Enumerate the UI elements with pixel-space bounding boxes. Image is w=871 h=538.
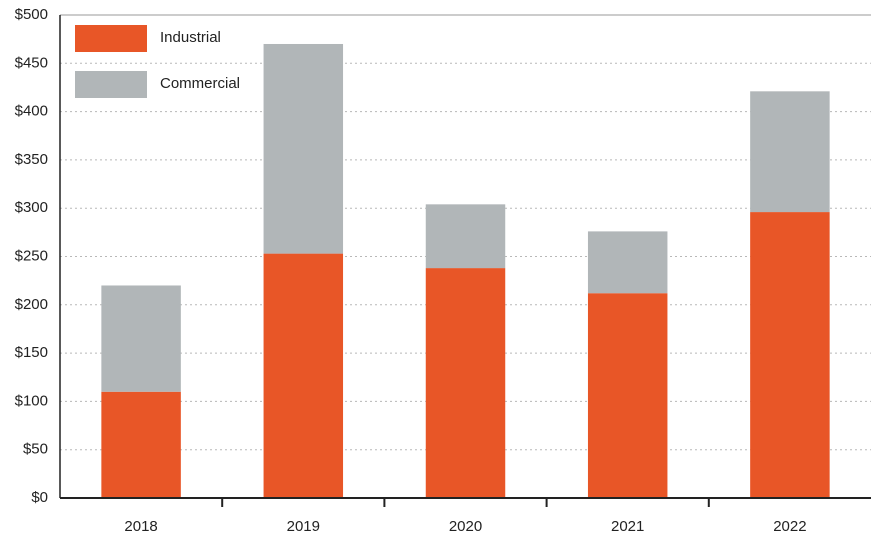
- bar-segment: [425, 268, 506, 498]
- y-tick-label: $500: [15, 6, 48, 23]
- y-tick-label: $0: [31, 489, 48, 506]
- bar-segment: [587, 231, 668, 294]
- bar-segment: [101, 285, 181, 392]
- y-tick-label: $200: [15, 296, 48, 313]
- x-tick-label: 2019: [287, 518, 320, 535]
- bar-segment: [101, 391, 181, 498]
- legend-swatch: [75, 25, 147, 52]
- bar-segment: [750, 212, 830, 498]
- y-tick-label: $250: [15, 247, 48, 264]
- y-tick-label: $350: [15, 151, 48, 168]
- x-tick-label: 2022: [773, 518, 806, 535]
- bar-segment: [750, 91, 830, 213]
- bar-segment: [587, 293, 668, 498]
- legend-swatch: [75, 71, 147, 98]
- legend-label: Industrial: [160, 29, 221, 46]
- x-tick-label: 2021: [611, 518, 644, 535]
- y-tick-label: $400: [15, 103, 48, 120]
- x-tick-label: 2020: [449, 518, 482, 535]
- y-tick-label: $300: [15, 199, 48, 216]
- y-tick-label: $150: [15, 344, 48, 361]
- bar-segment: [263, 43, 344, 254]
- bar-segment: [263, 253, 344, 498]
- bar-segment: [425, 204, 506, 269]
- y-tick-label: $100: [15, 392, 48, 409]
- y-tick-label: $450: [15, 54, 48, 71]
- x-tick-label: 2018: [124, 518, 157, 535]
- y-tick-label: $50: [23, 441, 48, 458]
- legend-label: Commercial: [160, 75, 240, 92]
